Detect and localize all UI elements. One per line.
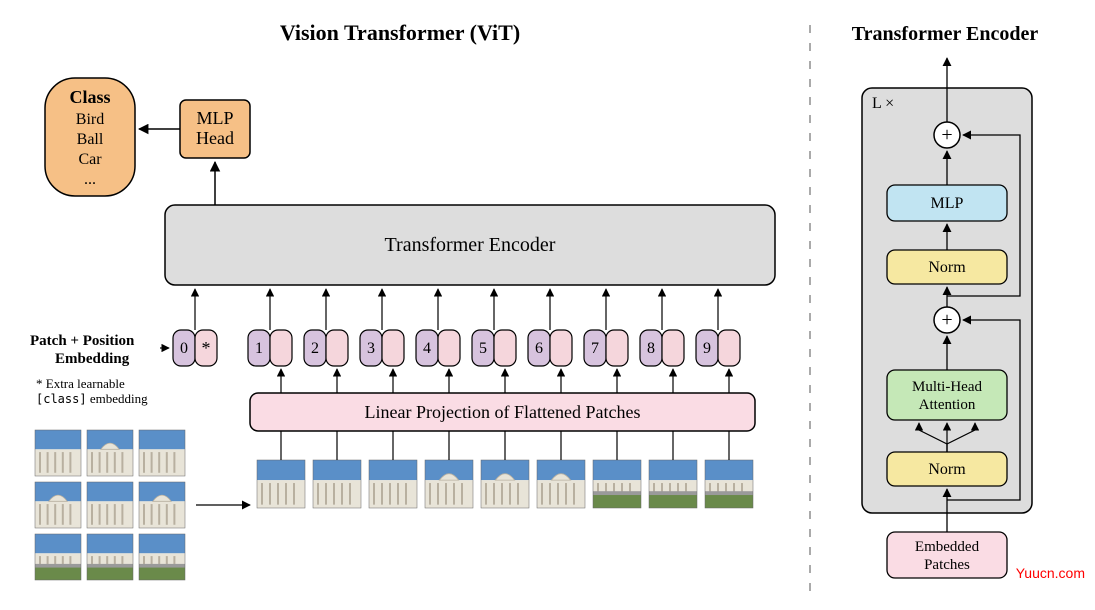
image-patch — [35, 430, 81, 476]
position-token-label: 9 — [703, 340, 711, 357]
position-token-label: 1 — [255, 340, 263, 357]
multi-head-attention-label1: Multi-Head — [912, 379, 982, 395]
image-patch — [35, 482, 81, 528]
encoder-title: Transformer Encoder — [852, 23, 1039, 45]
footnote-line1: * Extra learnable — [36, 376, 125, 391]
image-patch — [705, 460, 753, 508]
patch-token — [606, 330, 628, 366]
patch-token — [718, 330, 740, 366]
patch-token — [438, 330, 460, 366]
image-patch — [87, 534, 133, 580]
class-item: Ball — [77, 131, 104, 148]
footnote-line2: [class] embedding — [36, 391, 148, 406]
patch-token — [550, 330, 572, 366]
image-patch — [649, 460, 697, 508]
embedded-patches-label2: Patches — [924, 557, 970, 573]
patch-token — [494, 330, 516, 366]
class-token-star: * — [202, 338, 211, 358]
mlp-head-label2: Head — [196, 128, 234, 148]
image-patch — [537, 460, 585, 508]
image-patch — [593, 460, 641, 508]
class-item: Car — [78, 151, 102, 168]
image-patch — [257, 460, 305, 508]
position-token-label: 7 — [591, 340, 599, 357]
main-title: Vision Transformer (ViT) — [280, 20, 520, 45]
patch-token — [382, 330, 404, 366]
image-patch — [481, 460, 529, 508]
image-patch — [139, 482, 185, 528]
mlp-block-label: MLP — [931, 195, 964, 212]
image-patch — [139, 430, 185, 476]
image-patch — [425, 460, 473, 508]
norm-1-label: Norm — [928, 259, 966, 276]
image-patch — [313, 460, 361, 508]
position-token-label: 4 — [423, 340, 431, 357]
class-item: ... — [84, 171, 96, 188]
image-patch — [369, 460, 417, 508]
class-header: Class — [69, 87, 110, 107]
image-patch — [87, 482, 133, 528]
transformer-encoder-label: Transformer Encoder — [385, 234, 556, 256]
encoder-L-label: L × — [872, 95, 894, 112]
position-token-label: 3 — [367, 340, 375, 357]
position-token-label: 8 — [647, 340, 655, 357]
position-token-label: 6 — [535, 340, 543, 357]
image-patch — [35, 534, 81, 580]
image-patch — [139, 534, 185, 580]
position-token-label: 0 — [180, 340, 188, 357]
norm-2-label: Norm — [928, 461, 966, 478]
position-token-label: 5 — [479, 340, 487, 357]
linear-projection-label: Linear Projection of Flattened Patches — [365, 402, 641, 422]
position-token-label: 2 — [311, 340, 319, 357]
patch-position-label2: Embedding — [55, 351, 130, 367]
patch-position-label: Patch + Position — [30, 333, 135, 349]
patch-token — [270, 330, 292, 366]
patch-token — [662, 330, 684, 366]
patch-token — [326, 330, 348, 366]
add-symbol: + — [941, 309, 952, 331]
image-patch — [87, 430, 133, 476]
class-item: Bird — [76, 111, 104, 128]
embedded-patches-label1: Embedded — [915, 539, 980, 555]
multi-head-attention-label2: Attention — [919, 397, 976, 413]
watermark: Yuucn.com — [1016, 565, 1085, 581]
add-symbol: + — [941, 124, 952, 146]
mlp-head-label: MLP — [196, 108, 233, 128]
